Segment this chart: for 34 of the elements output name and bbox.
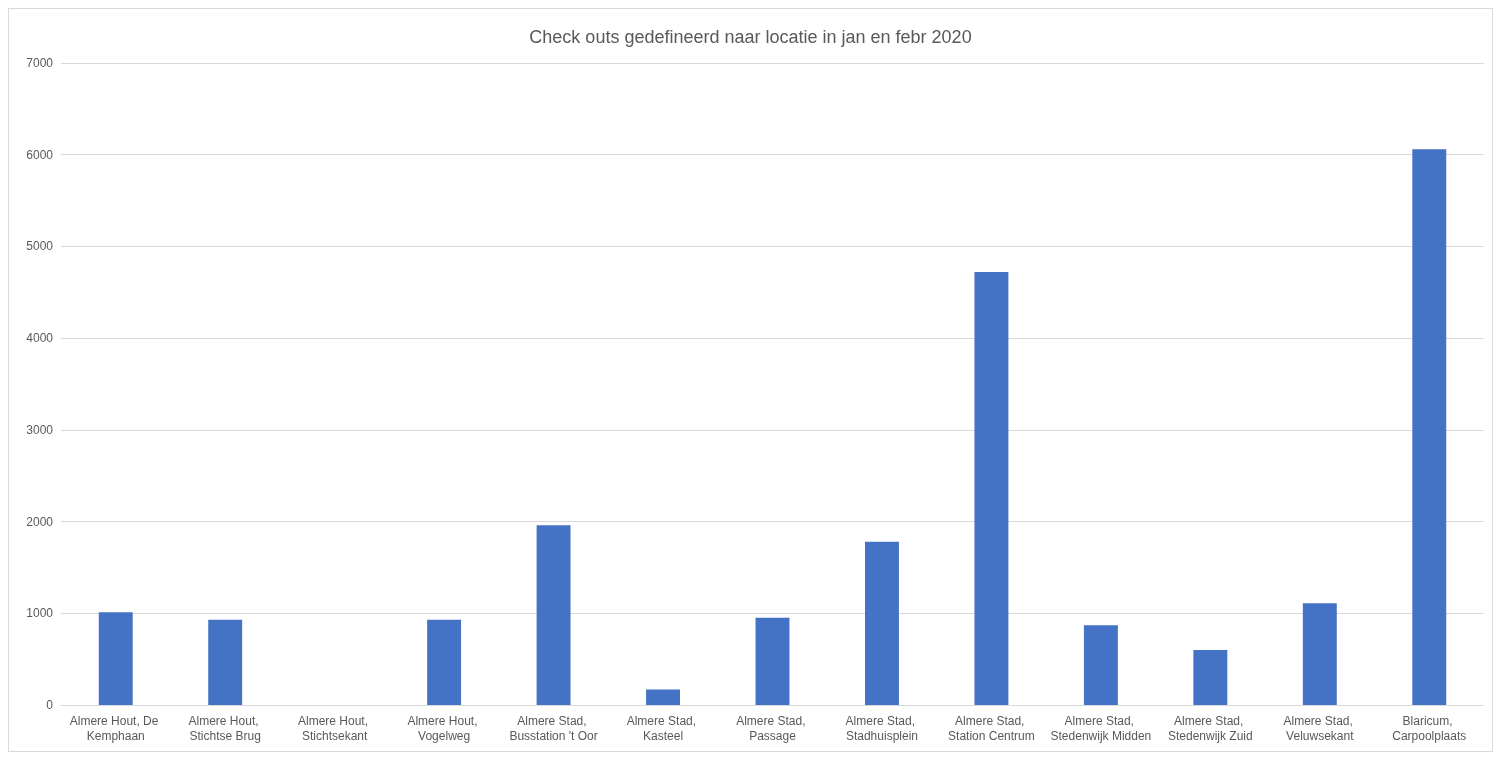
bar: [536, 525, 571, 705]
y-tick-label: 3000: [26, 422, 54, 437]
y-tick-label: 0: [46, 698, 54, 712]
x-tick-label: Almere Stad, Busstation 't Oor: [509, 713, 598, 743]
bar: [646, 689, 681, 705]
bar: [1083, 625, 1118, 705]
bar: [1193, 649, 1228, 705]
x-tick-label: Almere Stad, Kasteel: [626, 713, 700, 743]
bar: [974, 272, 1009, 705]
bar: [98, 612, 133, 705]
y-tick-label: 2000: [26, 514, 54, 529]
x-tick-label: Almere Stad, Station Centrum: [948, 713, 1035, 743]
x-tick-label: Almere Stad, Veluwsekant: [1283, 713, 1357, 743]
x-tick-label: Almere Hout, Vogelweg: [407, 713, 481, 743]
y-tick-label: 4000: [26, 331, 54, 346]
chart-title: Check outs gedefineerd naar locatie in jan en febr 2020: [529, 27, 972, 47]
bar: [208, 619, 243, 705]
x-tick-label: Almere Stad, Passage: [736, 713, 809, 743]
x-tick-label: Almere Stad, Stedenwijk Zuid: [1167, 713, 1253, 743]
bar: [427, 619, 462, 705]
x-tick-label: Almere Hout, De Kemphaan: [69, 713, 162, 743]
x-tick-label: Blaricum, Carpoolplaats: [1392, 713, 1467, 743]
bar: [1302, 603, 1337, 705]
x-tick-label: Almere Stad, Stedenwijk Midden: [1050, 713, 1152, 743]
x-tick-label: Almere Hout, Stichtse Brug: [188, 713, 262, 743]
y-tick-label: 6000: [26, 147, 54, 162]
x-tick-label: Almere Stad, Stadhuisplein: [845, 713, 919, 743]
bar: [1412, 149, 1447, 705]
bar: [865, 541, 899, 705]
x-tick-label: Almere Hout, Stichtsekant: [297, 713, 372, 743]
y-tick-label: 1000: [26, 606, 54, 621]
y-tick-label: 7000: [26, 56, 54, 70]
bar: [755, 617, 790, 705]
y-tick-label: 5000: [26, 239, 54, 254]
